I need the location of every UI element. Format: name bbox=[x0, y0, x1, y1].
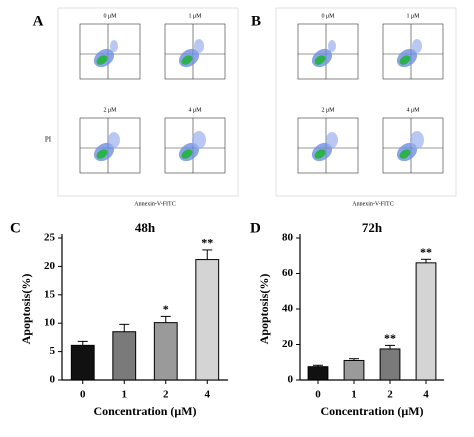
x-axis-label: Concentration (μM) bbox=[320, 404, 423, 418]
y-tick-label: 10 bbox=[44, 317, 56, 329]
bar bbox=[112, 331, 137, 381]
condition-label: 0 μM bbox=[103, 13, 117, 19]
flow-x-label: Annexin-V-FITC bbox=[134, 201, 175, 207]
cell-cloud bbox=[314, 55, 326, 65]
y-tick-label: 5 bbox=[50, 345, 56, 357]
panel-letter: D bbox=[250, 220, 261, 236]
cell-cloud bbox=[108, 132, 120, 148]
x-tick-label: 1 bbox=[351, 389, 357, 401]
y-tick-label: 0 bbox=[288, 374, 294, 386]
x-tick-label: 0 bbox=[315, 389, 321, 401]
x-tick-label: 4 bbox=[205, 389, 211, 401]
bar bbox=[153, 322, 178, 381]
condition-label: 0 μM bbox=[321, 13, 335, 19]
bar bbox=[195, 259, 220, 381]
cell-cloud bbox=[181, 55, 193, 65]
dot-plot-frame bbox=[164, 117, 226, 174]
bar bbox=[70, 344, 95, 381]
panel-letter: A bbox=[33, 13, 44, 29]
bar bbox=[379, 348, 401, 381]
condition-label: 2 μM bbox=[321, 107, 335, 113]
cell-cloud bbox=[314, 149, 326, 159]
panel-frame bbox=[275, 7, 457, 197]
cell-cloud bbox=[96, 149, 108, 159]
condition-label: 2 μM bbox=[103, 107, 117, 113]
cell-cloud bbox=[412, 39, 422, 53]
flow-y-label: PI bbox=[45, 136, 52, 144]
y-axis-label: Apoptosis(%) bbox=[257, 274, 271, 345]
y-tick-label: 15 bbox=[44, 288, 56, 300]
cell-cloud bbox=[110, 40, 118, 52]
x-tick-label: 4 bbox=[423, 389, 429, 401]
cell-cloud bbox=[328, 40, 336, 52]
y-axis-label: Apoptosis(%) bbox=[19, 274, 33, 345]
cell-cloud bbox=[399, 149, 411, 159]
bar bbox=[343, 359, 365, 381]
x-tick-label: 2 bbox=[387, 389, 393, 401]
condition-label: 1 μM bbox=[406, 13, 420, 19]
cell-cloud bbox=[326, 132, 338, 148]
cell-cloud bbox=[399, 55, 411, 65]
condition-label: 4 μM bbox=[406, 107, 420, 113]
cell-cloud bbox=[192, 131, 206, 149]
x-tick-label: 0 bbox=[80, 389, 86, 401]
chart-title: 48h bbox=[135, 220, 156, 235]
significance-label: ** bbox=[384, 331, 396, 345]
y-tick-label: 20 bbox=[282, 338, 294, 350]
significance-label: ** bbox=[201, 236, 213, 250]
dot-plot-frame bbox=[79, 23, 141, 80]
y-tick-label: 20 bbox=[44, 260, 56, 272]
x-tick-label: 1 bbox=[122, 389, 128, 401]
flow-x-label: Annexin-V-FITC bbox=[352, 201, 393, 207]
cell-cloud bbox=[96, 55, 108, 65]
significance-label: * bbox=[163, 302, 169, 316]
y-tick-label: 80 bbox=[282, 232, 294, 244]
x-axis-label: Concentration (μM) bbox=[93, 404, 196, 418]
chart-title: 72h bbox=[362, 220, 383, 235]
x-tick-label: 2 bbox=[163, 389, 169, 401]
cell-cloud bbox=[181, 149, 193, 159]
bar bbox=[415, 262, 437, 381]
cell-cloud bbox=[194, 39, 204, 53]
significance-label: ** bbox=[420, 245, 432, 259]
panel-letter: B bbox=[251, 13, 261, 29]
y-tick-label: 40 bbox=[282, 303, 294, 315]
y-tick-label: 0 bbox=[50, 374, 56, 386]
condition-label: 4 μM bbox=[188, 107, 202, 113]
y-tick-label: 60 bbox=[282, 267, 294, 279]
bar bbox=[307, 366, 329, 381]
panel-letter: C bbox=[10, 220, 21, 236]
cell-cloud bbox=[410, 131, 424, 149]
dot-plot-frame bbox=[79, 117, 141, 174]
y-tick-label: 25 bbox=[44, 232, 56, 244]
condition-label: 1 μM bbox=[188, 13, 202, 19]
panel-frame bbox=[57, 7, 239, 197]
